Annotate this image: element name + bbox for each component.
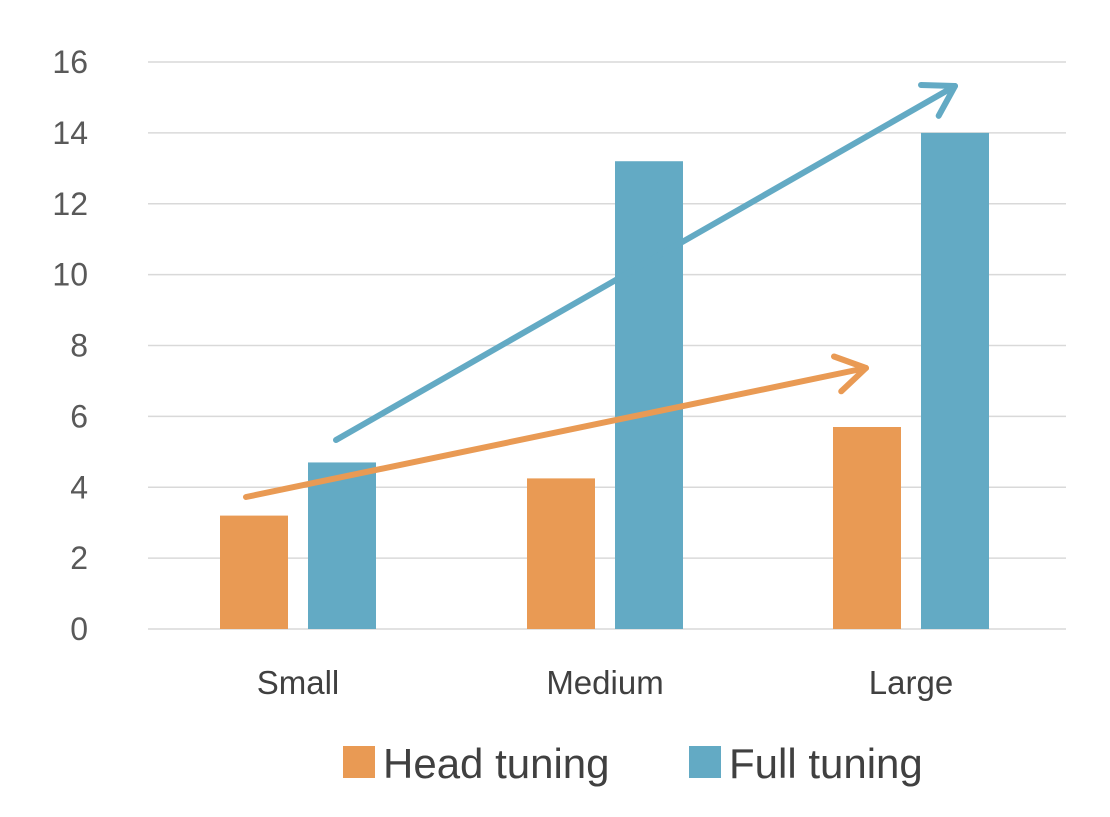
y-tick-label: 2: [70, 540, 88, 576]
y-tick-label: 4: [70, 469, 88, 505]
x-axis-categories: Small Medium Large: [257, 664, 953, 701]
trend-arrows: [243, 81, 958, 500]
bar-full-tuning-large: [921, 132, 989, 629]
x-category-label: Small: [257, 664, 340, 701]
y-tick-label: 6: [70, 398, 88, 434]
bar-head-tuning-large: [833, 427, 901, 629]
y-axis-ticks: 0 2 4 6 8 10 12 14 16: [52, 44, 88, 647]
legend-label: Head tuning: [383, 740, 610, 787]
y-tick-label: 10: [52, 257, 88, 293]
y-tick-label: 16: [52, 44, 88, 80]
full-tuning-trend-arrow: [333, 81, 958, 443]
y-tick-label: 12: [52, 186, 88, 222]
legend-label: Full tuning: [729, 740, 923, 787]
y-tick-label: 8: [70, 328, 88, 364]
bar-head-tuning-small: [220, 515, 288, 629]
y-tick-label: 0: [70, 611, 88, 647]
legend-swatch: [689, 746, 721, 778]
head-tuning-trend-arrow: [243, 353, 869, 500]
bars: [220, 132, 989, 629]
legend: Head tuning Full tuning: [343, 740, 923, 787]
bar-full-tuning-medium: [615, 161, 683, 629]
bar-full-tuning-small: [308, 462, 376, 629]
x-category-label: Medium: [546, 664, 663, 701]
y-tick-label: 14: [52, 115, 88, 151]
legend-swatch: [343, 746, 375, 778]
bar-head-tuning-medium: [527, 478, 595, 629]
x-category-label: Large: [869, 664, 953, 701]
